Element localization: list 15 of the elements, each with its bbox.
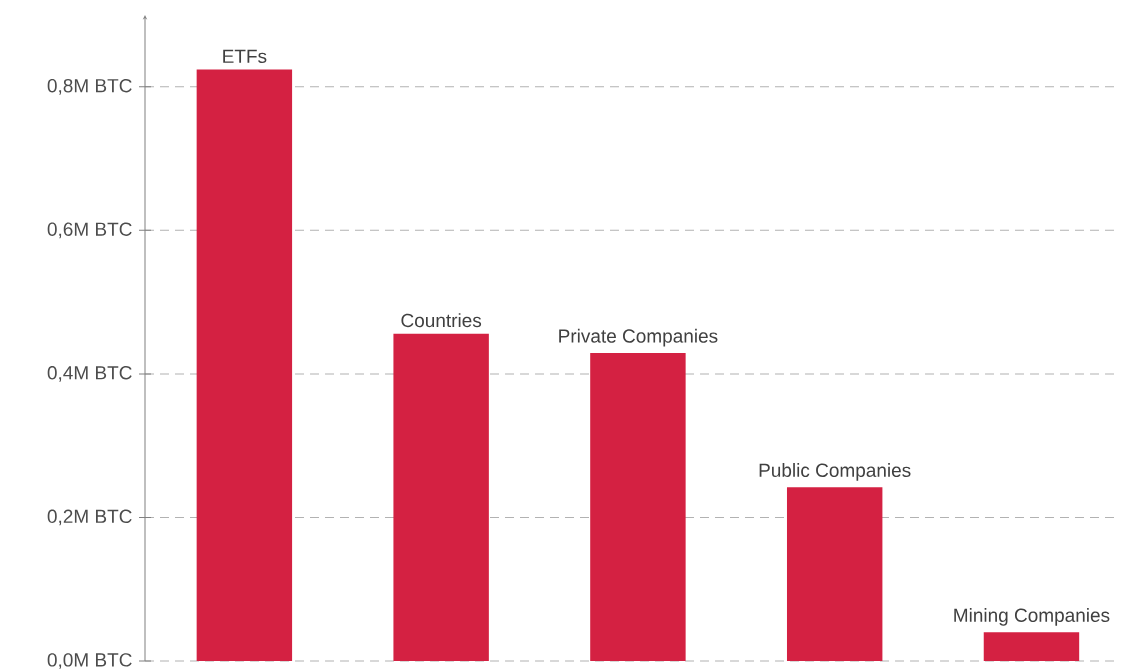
x-tick-label: Mining Companies xyxy=(954,608,1110,626)
x-tick-label: Private Companies xyxy=(559,328,718,347)
y-tick-label: 0,6M BTC xyxy=(47,222,132,239)
y-tick-label: 0,0M BTC xyxy=(47,653,132,669)
y-tick-label: 0,8M BTC xyxy=(47,78,132,95)
y-tick-label: 0,4M BTC xyxy=(47,366,132,382)
bar xyxy=(196,69,293,661)
bar xyxy=(983,632,1080,661)
bar xyxy=(393,333,489,661)
x-tick-label: ETFs xyxy=(223,49,267,64)
x-tick-label: Countries xyxy=(401,313,482,328)
y-tick-label: 0,2M BTC xyxy=(47,509,132,526)
x-tick-label: Public Companies xyxy=(759,463,911,481)
bar xyxy=(590,353,686,661)
bar xyxy=(786,487,883,661)
